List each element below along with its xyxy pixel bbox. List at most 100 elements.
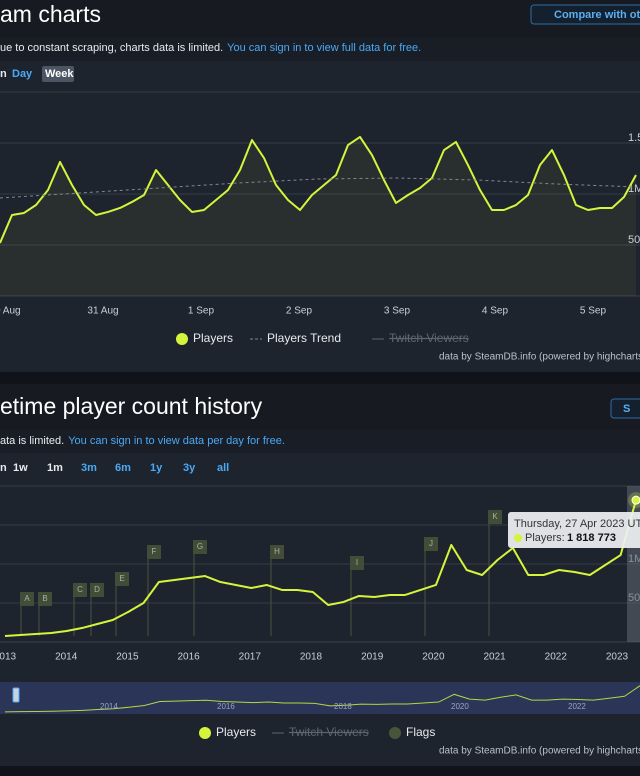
panel xyxy=(0,37,640,372)
x-tick-label: 2020 xyxy=(422,652,445,663)
range-button[interactable]: 1w xyxy=(13,462,28,474)
range-button[interactable]: 6m xyxy=(115,462,131,474)
x-tick-label: 2014 xyxy=(55,652,78,663)
x-tick-label: 1 Sep xyxy=(188,306,215,317)
flag xyxy=(270,545,284,559)
notice-text: ue to constant scraping, charts data is … xyxy=(0,42,223,54)
notice-link[interactable]: You can sign in to view data per day for… xyxy=(68,435,285,447)
notice-text: ata is limited. xyxy=(0,435,64,447)
trend-line xyxy=(0,177,637,199)
separator xyxy=(0,372,640,384)
navigator-label: 2018 xyxy=(334,702,352,711)
legend-symbol xyxy=(389,727,401,739)
legend-symbol xyxy=(176,333,188,345)
flag-label: I xyxy=(356,558,358,567)
flag-label: K xyxy=(492,512,498,521)
flag-label: C xyxy=(77,585,83,594)
notice-bar xyxy=(0,37,640,61)
legend-label[interactable]: Twitch Viewers xyxy=(289,725,369,739)
hover-marker xyxy=(631,495,640,505)
x-tick-label: 2021 xyxy=(483,652,506,663)
header-button[interactable] xyxy=(610,398,640,419)
x-tick-label: 2019 xyxy=(361,652,384,663)
flag xyxy=(424,537,438,551)
flag-label: G xyxy=(197,542,203,551)
x-tick-label: 2016 xyxy=(177,652,200,663)
notice-link[interactable]: You can sign in to view full data for fr… xyxy=(227,42,421,54)
x-tick-label: 2018 xyxy=(300,652,323,663)
flag xyxy=(350,556,364,570)
tooltip-label: Players: xyxy=(525,532,565,544)
flag-label: F xyxy=(152,547,157,556)
range-button[interactable]: Day xyxy=(12,68,33,80)
flag-label: D xyxy=(94,585,100,594)
header-button-label[interactable]: S xyxy=(623,403,630,415)
flag-label: B xyxy=(42,594,47,603)
legend-label[interactable]: Players xyxy=(193,331,233,345)
notice: ata is limited. You can sign in to view d… xyxy=(0,435,285,447)
legend-label[interactable]: Players Trend xyxy=(267,331,341,345)
section-title: am charts xyxy=(0,1,101,27)
navigator-label: 2022 xyxy=(568,702,586,711)
navigator-label: 2020 xyxy=(451,702,469,711)
header-button[interactable] xyxy=(530,4,640,25)
legend-symbol xyxy=(199,727,211,739)
tooltip xyxy=(508,512,640,548)
flag-label: A xyxy=(24,594,30,603)
series-line xyxy=(0,135,637,244)
flag-label: E xyxy=(119,574,124,583)
flag xyxy=(147,545,161,559)
separator xyxy=(0,766,640,776)
range-button[interactable]: n xyxy=(0,462,7,474)
tooltip-dot xyxy=(514,534,522,542)
credits: data by SteamDB.info (powered by highcha… xyxy=(439,352,640,363)
x-tick-label: 2013 xyxy=(0,652,17,663)
range-button[interactable]: all xyxy=(217,462,229,474)
range-button[interactable]: n xyxy=(0,68,7,80)
legend-label[interactable]: Twitch Viewers xyxy=(389,331,469,345)
x-tick-label: 2015 xyxy=(116,652,139,663)
tooltip-value: 1 818 773 xyxy=(567,532,616,544)
flag xyxy=(488,510,502,524)
x-tick-label: 2022 xyxy=(545,652,568,663)
legend-label[interactable]: Players xyxy=(216,725,256,739)
range-button[interactable]: 1m xyxy=(47,462,63,474)
credits: data by SteamDB.info (powered by highcha… xyxy=(439,746,640,757)
navigator-label: 2014 xyxy=(100,702,118,711)
x-tick-label: 4 Sep xyxy=(482,306,509,317)
header-button-label[interactable]: Compare with othe xyxy=(554,9,640,21)
range-button[interactable]: 3y xyxy=(183,462,196,474)
flag xyxy=(115,572,129,586)
navigator-label: 2016 xyxy=(217,702,235,711)
range-button[interactable]: 3m xyxy=(81,462,97,474)
notice: ue to constant scraping, charts data is … xyxy=(0,42,421,54)
x-tick-label: 30 Aug xyxy=(0,306,21,317)
x-tick-label: 31 Aug xyxy=(87,306,118,317)
flag xyxy=(38,592,52,606)
navigator-handle[interactable] xyxy=(12,687,20,703)
flag xyxy=(90,583,104,597)
series-line xyxy=(4,499,637,637)
x-tick-label: 5 Sep xyxy=(580,306,607,317)
x-tick-label: 2 Sep xyxy=(286,306,313,317)
tooltip-date: Thursday, 27 Apr 2023 UTC xyxy=(514,518,640,530)
x-tick-label: 2017 xyxy=(239,652,262,663)
range-button-bg xyxy=(42,66,74,82)
y-tick-label: 500k xyxy=(628,234,640,246)
legend-label[interactable]: Flags xyxy=(406,725,435,739)
flag-label: H xyxy=(274,547,280,556)
flag xyxy=(73,583,87,597)
flag-label: J xyxy=(429,539,433,548)
navigator-line xyxy=(4,685,640,713)
range-button[interactable]: Week xyxy=(45,68,74,80)
x-tick-label: 2023 xyxy=(606,652,629,663)
y-tick-label: 1.5M xyxy=(628,132,640,144)
flag xyxy=(20,592,34,606)
x-tick-label: 3 Sep xyxy=(384,306,411,317)
range-button[interactable]: 1y xyxy=(150,462,163,474)
notice-bar xyxy=(0,430,640,453)
flag xyxy=(193,540,207,554)
section-title: etime player count history xyxy=(0,393,263,419)
